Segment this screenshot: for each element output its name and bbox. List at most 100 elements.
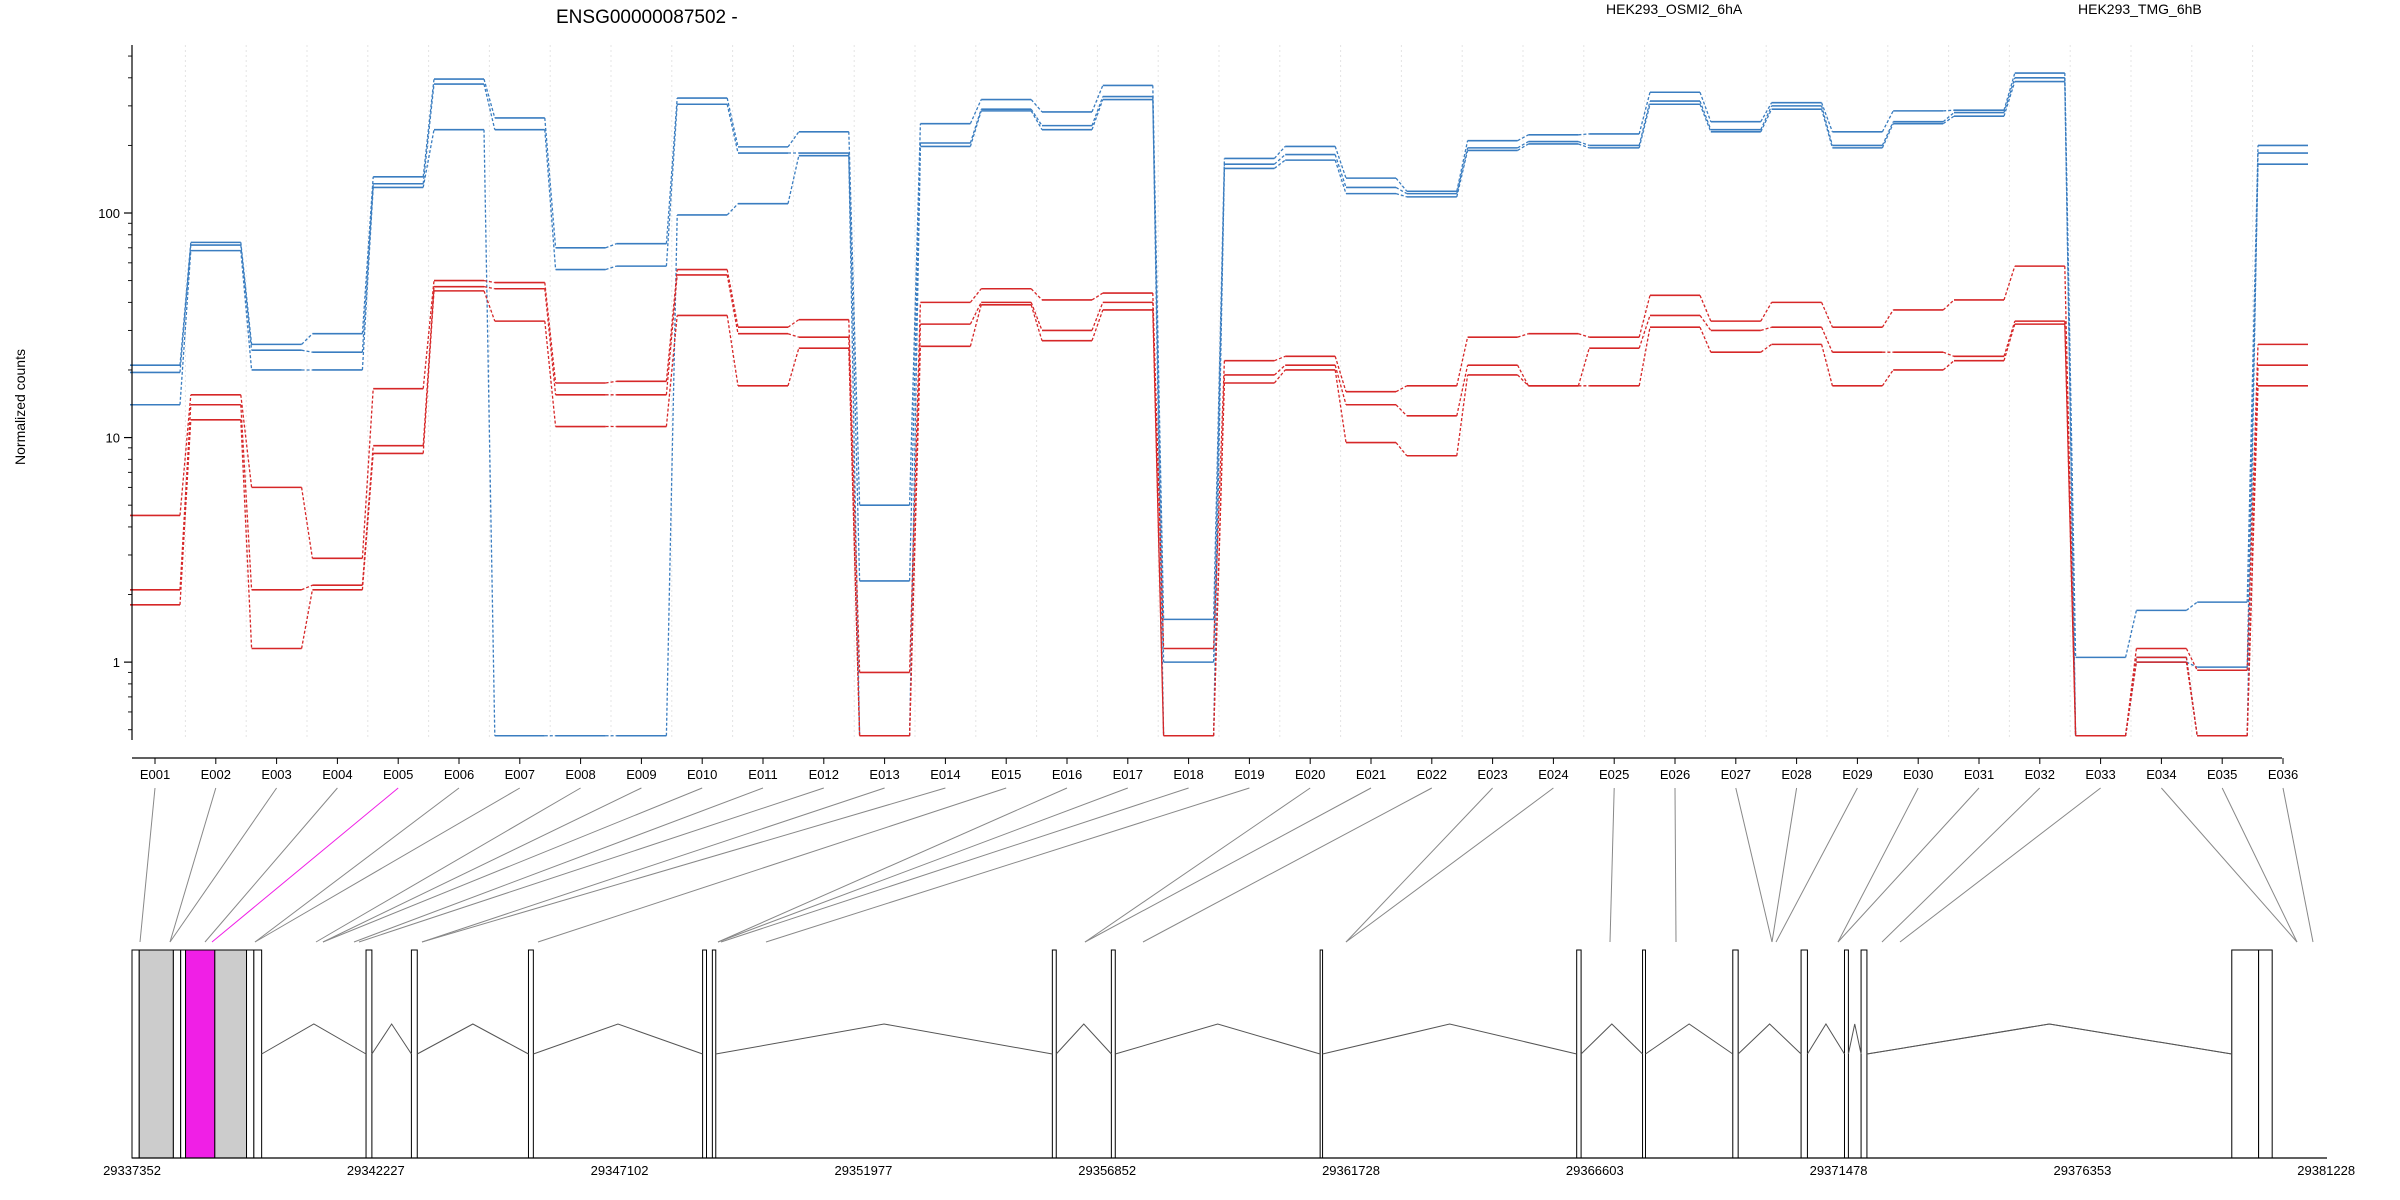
exon-connector — [254, 787, 460, 943]
series-transition — [301, 584, 313, 591]
series-transition — [1578, 140, 1590, 147]
series-transition — [969, 304, 982, 347]
x-tick-label: E012 — [809, 767, 839, 782]
exon-box — [180, 949, 187, 1159]
series-transition — [1212, 168, 1226, 663]
series-transition — [1212, 158, 1226, 620]
series-transition — [483, 279, 495, 284]
exon-box — [1843, 949, 1849, 1159]
series-transition — [1881, 369, 1894, 387]
exon-connector — [2161, 787, 2298, 943]
series-transition — [1152, 309, 1165, 736]
exon-box — [1860, 949, 1868, 1159]
series-transition — [2064, 324, 2077, 736]
series-transition — [1212, 382, 1226, 736]
x-tick-label: E006 — [444, 767, 474, 782]
series-transition — [2186, 601, 2198, 611]
exon-box — [410, 949, 418, 1159]
series-transition — [1456, 365, 1469, 416]
series-transition — [1638, 104, 1651, 149]
x-tick-label: E034 — [2146, 767, 2176, 782]
exon-connector — [421, 787, 885, 943]
series-transition — [179, 244, 192, 373]
x-tick-label: E014 — [930, 767, 960, 782]
series-transition — [848, 131, 861, 506]
exon-connector — [204, 787, 338, 943]
series-transition — [1760, 105, 1773, 130]
legend-label-tmg: HEK293_TMG_6hB — [2078, 1, 2202, 17]
series-transition — [1820, 109, 1834, 149]
x-tick-label: E001 — [140, 767, 170, 782]
series-transition — [1699, 100, 1712, 130]
series-transition — [1274, 355, 1286, 362]
series-transition — [1273, 369, 1286, 384]
x-tick-label: E002 — [201, 767, 231, 782]
exon-connector — [717, 787, 1128, 943]
series-transition — [1517, 143, 1529, 151]
gene-model: 29337352 29342227 29347102 29351977 29356852… — [103, 949, 2355, 1178]
series-transition — [422, 78, 435, 177]
x-tick-label: E026 — [1660, 767, 1690, 782]
series-transition — [726, 97, 739, 148]
series-1 — [130, 72, 2308, 659]
series-transition — [969, 288, 982, 303]
series-transition — [1091, 292, 1104, 301]
series-transition — [1760, 326, 1772, 332]
exon-connector — [1735, 787, 1773, 943]
series-transition — [544, 282, 557, 384]
series-transition — [483, 286, 495, 290]
series-transition — [1030, 288, 1043, 301]
series-transition — [665, 274, 678, 395]
series-transition — [1638, 92, 1651, 135]
x-tick-label: E010 — [687, 767, 717, 782]
series-transition — [1760, 302, 1773, 322]
series-transition — [1273, 364, 1286, 376]
series-transition — [1517, 134, 1529, 142]
series-transition — [544, 288, 557, 395]
series-transition — [2246, 385, 2259, 736]
series-transition — [1030, 108, 1043, 126]
intron-line — [715, 1023, 1053, 1055]
exon-connector — [1837, 787, 1980, 943]
series-transition — [1334, 369, 1347, 443]
x-tick-label: E008 — [565, 767, 595, 782]
exon-connector — [720, 787, 1189, 943]
x-tick-label: E016 — [1052, 767, 1082, 782]
series-transition — [1699, 326, 1712, 353]
series-transition — [1638, 295, 1651, 338]
series-transition — [1517, 374, 1529, 387]
genome-tick-label: 29376353 — [2053, 1163, 2111, 1178]
exon-box — [1732, 949, 1739, 1159]
series-transition — [1334, 159, 1347, 194]
series-transition — [422, 290, 435, 454]
exon-box — [138, 949, 174, 1159]
genome-tick-label: 29366603 — [1566, 1163, 1624, 1178]
exon-connector — [322, 787, 703, 943]
y-tick-label: 10 — [106, 431, 120, 446]
series-transition — [1638, 315, 1651, 349]
series-transition — [179, 250, 192, 405]
exon-box — [711, 949, 717, 1159]
exon-connector — [1084, 787, 1311, 943]
series-transition — [1517, 141, 1529, 149]
exon-connector — [358, 787, 824, 943]
series-transition — [1699, 92, 1712, 122]
series-transition — [1821, 302, 1833, 328]
series-transition — [544, 117, 557, 248]
y-axis-label: Normalized counts — [12, 349, 28, 465]
legend-label-osmi: HEK293_OSMI2_6hA — [1606, 1, 1743, 17]
series-transition — [969, 302, 982, 325]
series-transition — [483, 78, 496, 119]
x-tick-label: E024 — [1538, 767, 1568, 782]
series-transition — [1820, 102, 1834, 133]
series-transition — [544, 129, 557, 270]
exon-connector — [765, 787, 1250, 943]
exon-connector — [1609, 787, 1615, 943]
series-transition — [1943, 109, 1955, 112]
series-2 — [130, 77, 2308, 737]
chart-title: ENSG00000087502 - — [556, 7, 738, 28]
series-transition — [361, 187, 374, 371]
exon-connectors — [139, 787, 2314, 943]
exon-box — [246, 949, 255, 1159]
